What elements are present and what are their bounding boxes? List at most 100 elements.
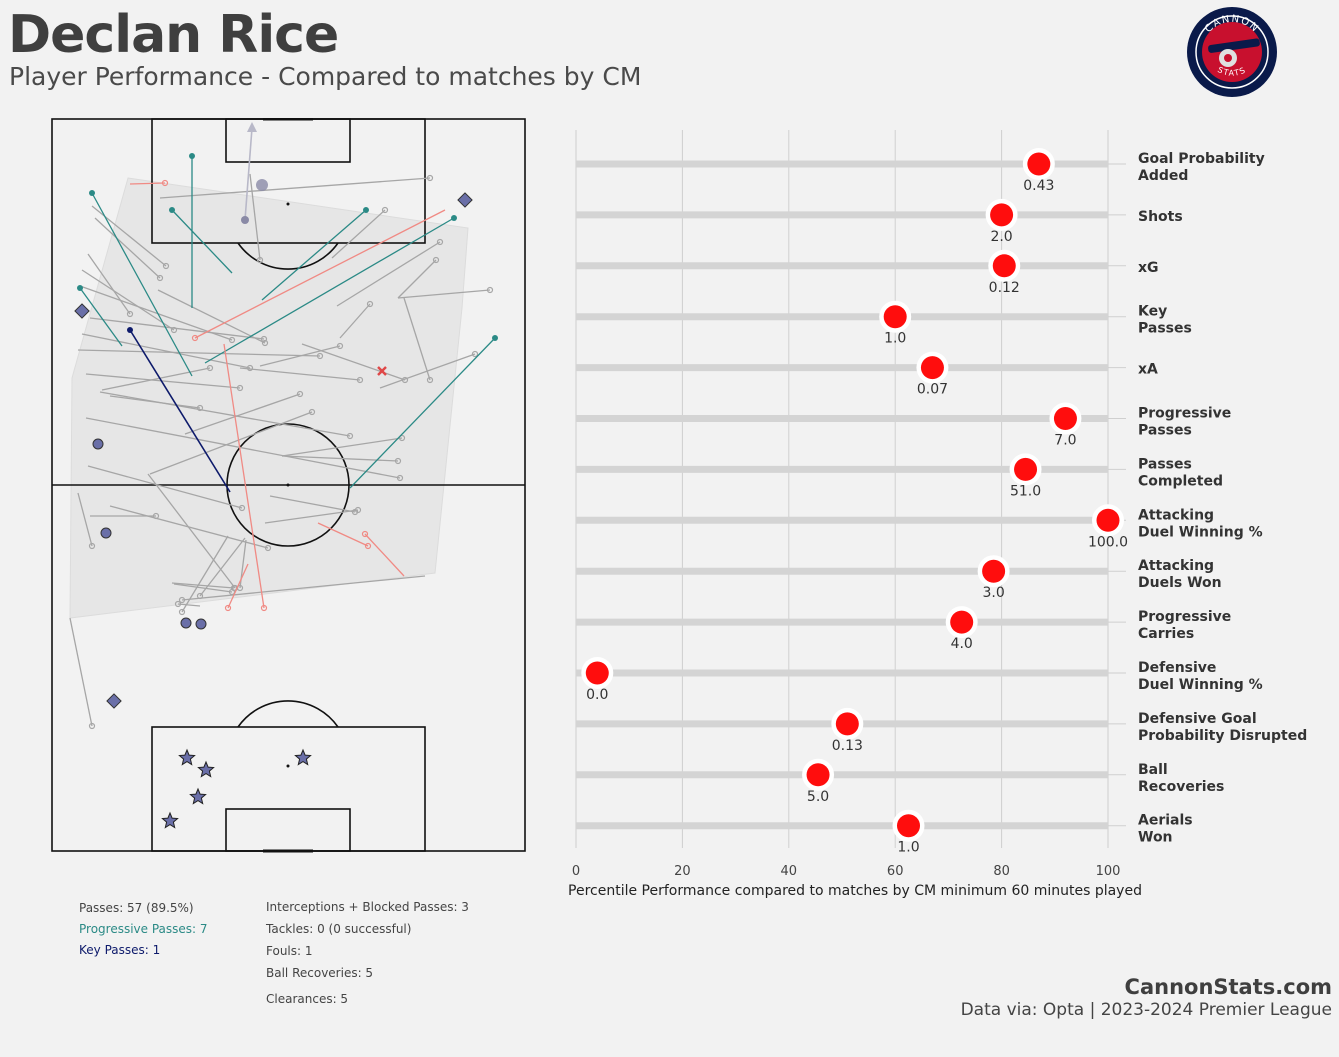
metric-label: xA [1138,362,1158,378]
pass [196,537,246,600]
circle-icon [180,617,192,629]
pass [77,349,324,360]
pass [174,600,201,608]
metric-value-label: 4.0 [951,636,973,652]
metric-value-label: 0.43 [1023,178,1054,194]
chart-markers: 0.43 2.0 0.12 1.0 0.07 7.0 51.0 100.0 3.0 4.0 0.0 0… [581,148,1128,856]
metric-marker [883,305,907,329]
circle-icon [195,618,207,630]
star-icon [189,787,207,805]
failed-pass [191,209,446,342]
cannonstats-logo: CANNON STATS [1187,7,1277,97]
footer-data-source: Data via: Opta | 2023-2024 Premier Leagu… [960,1000,1332,1020]
star-icon [161,811,179,829]
metric-marker [1053,407,1077,430]
metric-marker [806,763,830,787]
pass [94,217,164,282]
metric-label: Shots [1138,209,1183,225]
pass [336,238,444,307]
chart-tracks [576,160,1126,830]
pass [101,364,214,391]
metric-label: Attacking Duel Winning % [1138,507,1263,540]
metric-label: Goal Probability Added [1138,151,1265,184]
metric-value-label: 5.0 [807,789,829,805]
pass [249,173,264,264]
chart-x-ticks: 0 20 40 60 80 100 [572,864,1121,879]
pass [109,395,204,412]
chart-grid [575,130,1109,848]
metric-marker [992,254,1016,278]
failed-pass [361,530,405,577]
metric-marker [835,712,859,736]
metric-label: Ball Recoveries [1138,762,1224,795]
pitch-spots [286,202,290,768]
star-icon [197,760,215,778]
x-tick-label: 0 [572,864,580,879]
pass [379,350,479,389]
metric-marker [920,356,944,380]
progressive-pass [349,335,498,489]
pass [397,256,440,299]
x-tick-label: 60 [887,864,904,879]
circle-icon [92,438,104,450]
x-tick-label: 100 [1096,864,1121,879]
pass [157,289,269,347]
shot-marker [256,179,268,191]
territory-area [69,177,469,619]
diamond-icon [457,192,473,208]
progressive-pass [77,285,123,347]
metric-value-label: 0.0 [586,687,608,703]
progressive-pass [169,207,233,274]
pass [259,342,344,367]
metric-value-label: 7.0 [1054,433,1076,449]
pass [397,286,494,299]
cannon-icon [1208,38,1260,67]
pass [264,506,362,524]
logo-bottom-text: STATS [1216,65,1246,78]
star-icon [294,748,312,766]
pass [403,297,434,384]
metric-value-label: 51.0 [1010,483,1041,499]
failed-pass [317,522,372,550]
event-markers [74,179,473,829]
stat-line: Clearances: 5 [266,992,349,1006]
metric-value-label: 0.12 [989,280,1020,296]
stat-line: Tackles: 0 (0 successful) [266,922,412,936]
pass [99,391,354,440]
failed-pass [223,343,268,612]
key-pass [127,327,231,493]
chart-metric-labels: Goal Probability Added Shots xG Key Passes xA P… [1138,151,1307,846]
page-subtitle: Player Performance - Compared to matches… [9,62,642,91]
metric-label: Defensive Goal Probability Disrupted [1138,711,1307,744]
pass [79,285,236,344]
metric-value-label: 2.0 [990,229,1012,245]
metric-label: Defensive Duel Winning % [1138,660,1263,693]
diamond-icon [74,303,90,319]
pass [281,434,406,457]
pass [339,300,374,339]
metric-value-label: 1.0 [897,840,919,856]
metric-label: Aerials Won [1138,813,1193,846]
x-tick-label: 80 [993,864,1010,879]
carry-arrow [241,122,257,224]
pass [184,390,304,435]
percentile-chart: 0.43 2.0 0.12 1.0 0.07 7.0 51.0 100.0 3.0 4.0 0.0 0… [568,130,1307,899]
progressive-pass [204,215,457,364]
footer-brand: CannonStats.com [1124,975,1332,999]
pass [85,373,244,392]
pass [87,465,246,512]
pass [159,174,434,199]
x-tick-label: 20 [674,864,691,879]
metric-marker [897,814,920,838]
pass [89,317,268,343]
metric-marker [1027,152,1051,176]
stat-line: Interceptions + Blocked Passes: 3 [266,900,469,914]
progressive-pass [89,190,193,377]
cross-icon [377,366,387,376]
metric-marker [1096,508,1120,532]
metric-label: Attacking Duels Won [1138,558,1222,591]
pass [149,408,316,475]
page-title: Declan Rice [8,5,339,65]
svg-text:STATS: STATS [1216,65,1248,78]
metric-value-label: 1.0 [884,331,906,347]
